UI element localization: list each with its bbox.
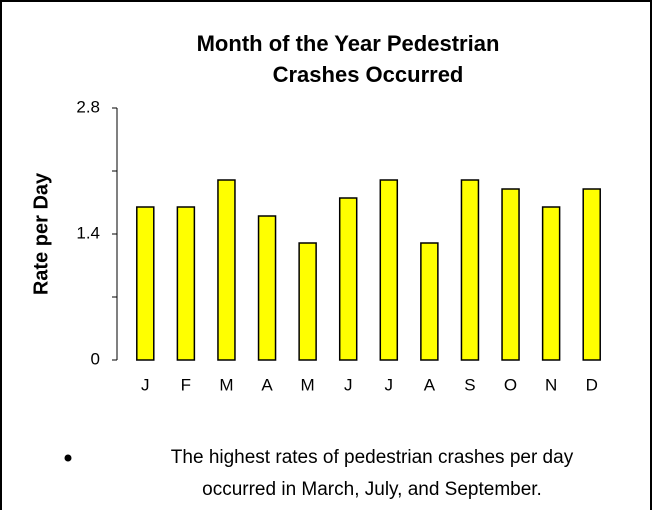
bar (338, 197, 358, 361)
x-tick-label: O (504, 375, 517, 394)
x-tick-label: J (344, 375, 353, 394)
y-tick-label: 0 (91, 349, 100, 368)
bar (136, 206, 155, 361)
y-tick-label: 1.4 (76, 223, 100, 242)
chart-title: Crashes Occurred (273, 62, 464, 87)
bar (582, 188, 601, 361)
y-axis-label: Rate per Day (30, 172, 52, 295)
bar (420, 242, 439, 361)
bar (176, 206, 196, 361)
x-tick-label: M (219, 375, 233, 394)
x-tick-label: J (141, 375, 150, 394)
x-tick-label: N (545, 375, 557, 394)
bullet (64, 454, 72, 462)
x-tick-label: A (261, 375, 273, 394)
annotation: The highest rates of pedestrian crashes … (171, 447, 574, 468)
bar (501, 188, 520, 361)
x-tick-label: A (424, 375, 436, 394)
bar (217, 179, 236, 361)
x-tick-label: D (586, 375, 598, 394)
x-tick-label: M (301, 375, 315, 394)
x-tick-label: F (181, 375, 191, 394)
bar (298, 242, 317, 361)
bar (379, 179, 399, 361)
annotation: occurred in March, July, and September. (202, 479, 542, 500)
x-tick-label: J (385, 375, 394, 394)
x-tick-label: S (464, 375, 475, 394)
bar (541, 206, 561, 361)
chart-title: Month of the Year Pedestrian (197, 31, 500, 56)
bar (257, 215, 277, 361)
bar (460, 179, 480, 361)
y-tick-label: 2.8 (76, 97, 100, 116)
